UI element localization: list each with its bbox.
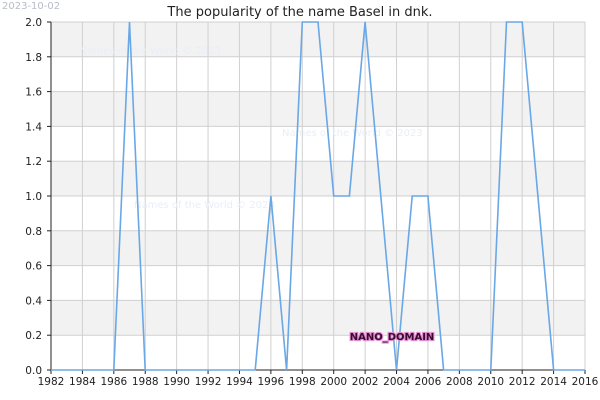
- grid-band: [51, 230, 585, 266]
- x-tick-label: 2008: [446, 376, 473, 388]
- y-tick-label: 1.6: [25, 87, 42, 99]
- x-tick-label: 1994: [226, 376, 253, 388]
- y-tick-label: 1.8: [25, 52, 42, 64]
- y-tick-label: 0.4: [25, 295, 42, 307]
- grid-band: [51, 91, 585, 127]
- y-tick-label: 1.4: [25, 121, 42, 133]
- x-tick-label: 2012: [509, 376, 536, 388]
- y-tick-label: 2.0: [25, 17, 42, 29]
- x-tick-label: 1998: [289, 376, 316, 388]
- grid-band: [51, 161, 585, 196]
- x-tick-label: 2010: [477, 376, 504, 388]
- grid-band: [51, 300, 585, 336]
- y-tick-label: 0.2: [25, 330, 42, 342]
- x-tick-label: 2014: [540, 376, 567, 388]
- watermark-text: Names of the World © 2023: [80, 46, 221, 57]
- date-stamp: 2023-10-02: [2, 1, 60, 12]
- x-tick-label: 2006: [415, 376, 442, 388]
- x-tick-label: 1992: [195, 376, 222, 388]
- y-tick-label: 1.2: [25, 156, 42, 168]
- x-tick-label: 1986: [100, 376, 127, 388]
- y-tick-label: 1.0: [25, 191, 42, 203]
- y-tick-label: 0.0: [25, 365, 42, 377]
- watermark-text: Names of the World © 2023: [282, 128, 423, 139]
- series-line: [51, 21, 585, 371]
- y-tick-label: 0.8: [25, 226, 42, 238]
- x-tick-label: 1982: [38, 376, 65, 388]
- x-tick-label: 2016: [572, 376, 599, 388]
- domain-label: NANO_DOMAIN: [350, 332, 435, 343]
- x-tick-label: 1996: [258, 376, 285, 388]
- chart-title: The popularity of the name Basel in dnk.: [166, 5, 432, 20]
- y-tick-labels: 0.0 0.2 0.4 0.6 0.8 1.0 1.2 1.4 1.6 1.8 2.0: [25, 17, 42, 377]
- x-tick-labels: 1982 1984 1986 1988 1990 1992 1994 1996 1998 2000…: [38, 376, 599, 388]
- x-tick-label: 1990: [163, 376, 190, 388]
- y-tick-label: 0.6: [25, 261, 42, 273]
- watermarks: Names of the World © 2023 Names of the W…: [80, 46, 423, 211]
- x-tick-label: 2000: [320, 376, 347, 388]
- x-tick-label: 2002: [352, 376, 379, 388]
- watermark-text: Names of the World © 2023: [134, 200, 275, 211]
- x-tick-label: 2004: [383, 376, 410, 388]
- grid-lines: [50, 21, 586, 371]
- x-tick-label: 1984: [69, 376, 96, 388]
- x-tick-label: 1988: [132, 376, 159, 388]
